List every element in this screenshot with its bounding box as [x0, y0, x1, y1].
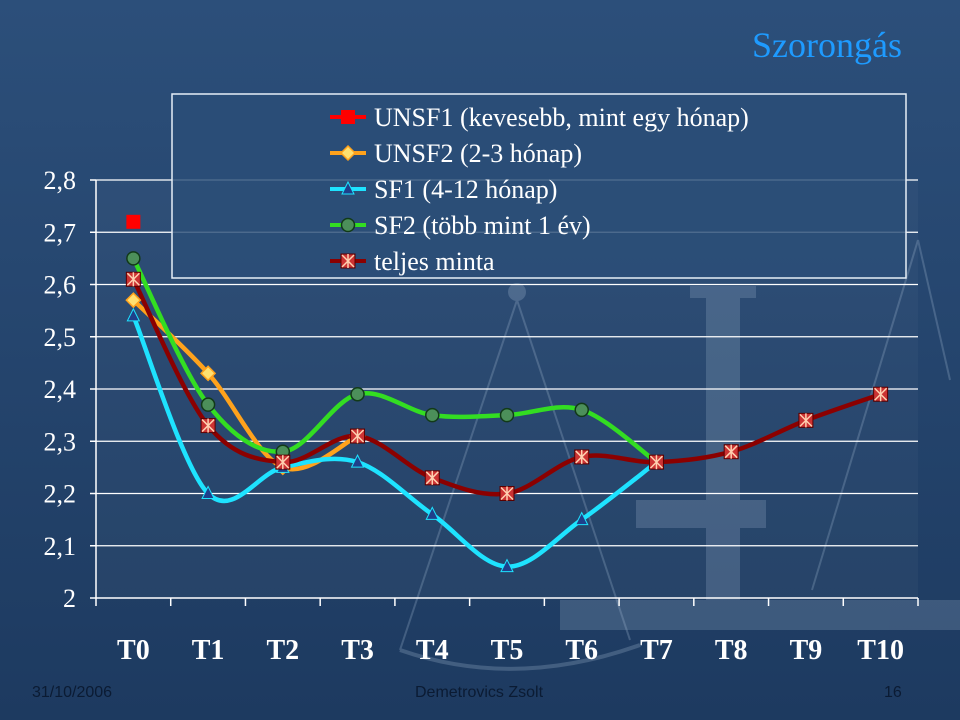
- y-tick-label: 2: [63, 584, 76, 613]
- y-axis-tick-labels: 2 2,1 2,2 2,3 2,4 2,5 2,6 2,7 2,8: [44, 166, 77, 613]
- data-point-square: [341, 110, 355, 124]
- footer-date: 31/10/2006: [32, 684, 113, 701]
- data-point-asterisk: [873, 386, 889, 402]
- data-point-circle: [425, 407, 440, 423]
- data-point-triangle: [126, 307, 141, 322]
- data-point-diamond: [200, 365, 217, 382]
- legend-item: teljes minta: [330, 247, 495, 276]
- data-point-asterisk: [350, 428, 366, 444]
- y-tick-label: 2,6: [44, 271, 77, 300]
- y-tick-label: 2,2: [44, 480, 77, 509]
- series-markers: [125, 214, 889, 573]
- x-tick-label: T7: [640, 635, 673, 666]
- legend-label: UNSF2 (2-3 hónap): [374, 139, 582, 168]
- legend-item: UNSF1 (kevesebb, mint egy hónap): [330, 103, 749, 132]
- slide-title: Szorongás: [752, 25, 902, 65]
- x-tick-label: T8: [715, 635, 748, 666]
- data-point-square: [126, 214, 141, 229]
- y-tick-label: 2,7: [44, 218, 77, 247]
- x-tick-label: T4: [416, 635, 449, 666]
- page-number: 16: [884, 684, 902, 701]
- x-tick-label: T0: [117, 635, 150, 666]
- data-point-triangle: [201, 485, 215, 499]
- legend-label: SF2 (több mint 1 év): [374, 211, 591, 240]
- data-point-asterisk: [340, 253, 356, 269]
- footer-author: Demetrovics Zsolt: [415, 684, 544, 701]
- data-point-asterisk: [275, 454, 291, 470]
- data-point-asterisk: [424, 470, 440, 486]
- data-point-diamond: [339, 144, 357, 162]
- legend-item: SF1 (4-12 hónap): [330, 175, 557, 204]
- x-tick-label: T10: [857, 635, 904, 666]
- legend-label: UNSF1 (kevesebb, mint egy hónap): [374, 103, 749, 132]
- data-point-circle: [126, 251, 141, 266]
- y-tick-label: 2,4: [44, 375, 77, 404]
- legend: UNSF1 (kevesebb, mint egy hónap) UNSF2 (2…: [171, 93, 907, 279]
- data-point-circle: [350, 386, 365, 402]
- data-point-triangle: [500, 558, 514, 573]
- legend-label: teljes minta: [374, 247, 495, 276]
- data-point-triangle: [350, 454, 365, 468]
- data-point-asterisk: [574, 449, 590, 465]
- legend-item: SF2 (több mint 1 év): [330, 211, 591, 240]
- y-tick-label: 2,1: [44, 532, 77, 561]
- data-point-asterisk: [200, 418, 216, 434]
- x-tick-label: T6: [565, 635, 598, 666]
- data-point-circle: [574, 402, 589, 418]
- x-tick-label: T2: [266, 635, 299, 666]
- data-point-triangle: [341, 180, 355, 195]
- y-tick-label: 2,8: [44, 166, 77, 195]
- data-point-asterisk: [648, 454, 664, 470]
- data-point-diamond: [125, 292, 142, 309]
- x-tick-label: T9: [790, 635, 823, 666]
- x-tick-label: T1: [192, 635, 225, 666]
- data-point-circle: [340, 217, 356, 233]
- legend-label: SF1 (4-12 hónap): [374, 175, 557, 204]
- legend-item: UNSF2 (2-3 hónap): [330, 139, 582, 168]
- x-tick-label: T5: [491, 635, 524, 666]
- x-axis-tick-labels: T0 T1 T2 T3 T4 T5 T6 T7 T8 T9 T10: [117, 635, 904, 666]
- x-tick-label: T3: [341, 635, 374, 666]
- y-tick-label: 2,5: [44, 323, 77, 352]
- data-point-asterisk: [798, 412, 814, 428]
- y-tick-label: 2,3: [44, 427, 77, 456]
- series-line-5: [131, 277, 883, 497]
- legend-box: [171, 93, 907, 279]
- data-point-asterisk: [723, 444, 739, 460]
- data-point-circle: [499, 407, 515, 423]
- data-point-circle: [200, 397, 216, 412]
- axes: [90, 179, 919, 606]
- data-point-triangle: [574, 511, 589, 526]
- data-point-asterisk: [125, 271, 141, 287]
- data-point-asterisk: [499, 486, 515, 501]
- data-point-triangle: [425, 506, 440, 520]
